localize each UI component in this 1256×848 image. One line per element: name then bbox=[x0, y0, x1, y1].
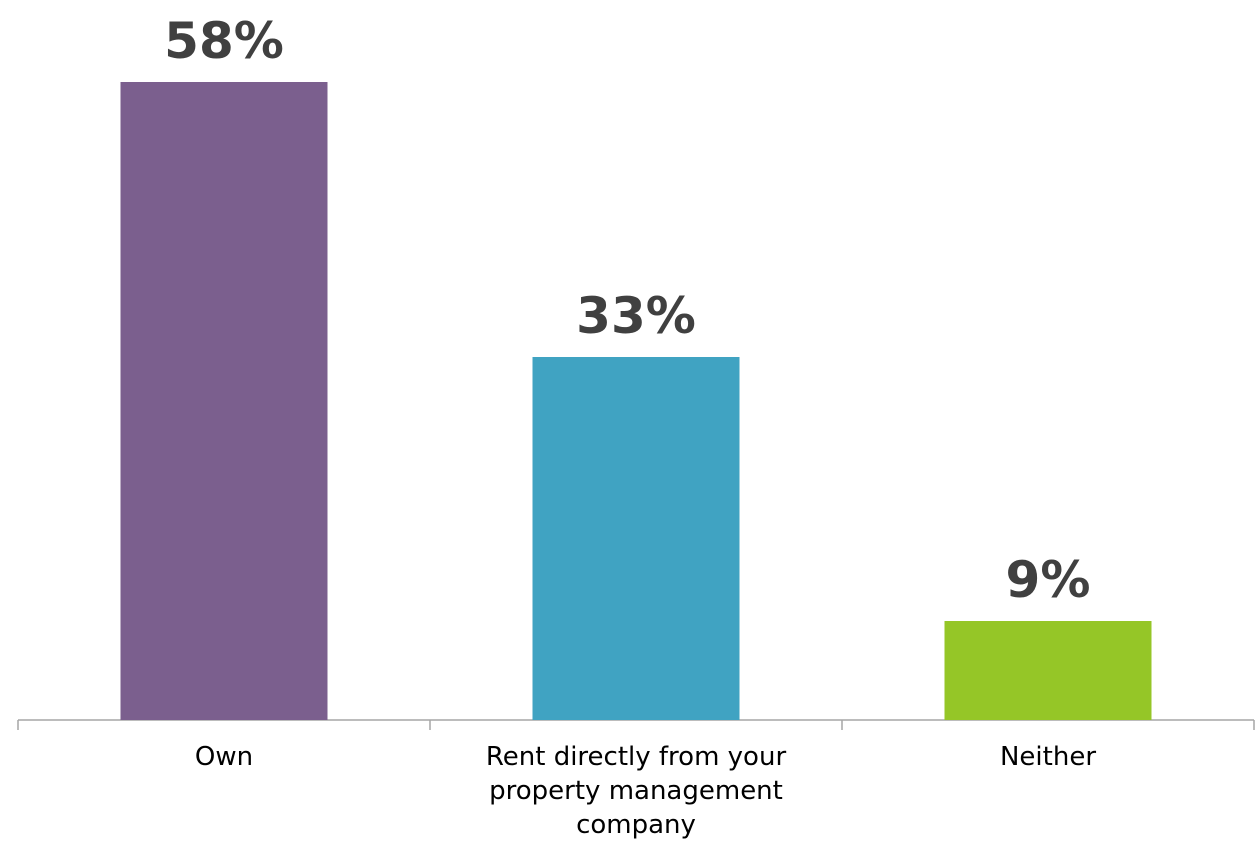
bar bbox=[532, 357, 740, 720]
x-tick-label: Own bbox=[194, 742, 254, 772]
data-label: 9% bbox=[1006, 551, 1091, 609]
bar bbox=[120, 82, 328, 720]
data-label: 33% bbox=[576, 287, 696, 345]
x-tick-label: Neither bbox=[999, 742, 1097, 772]
bar bbox=[944, 621, 1152, 720]
data-label: 58% bbox=[164, 12, 284, 70]
x-tick-label: Rent directly from your property managem… bbox=[485, 742, 787, 840]
